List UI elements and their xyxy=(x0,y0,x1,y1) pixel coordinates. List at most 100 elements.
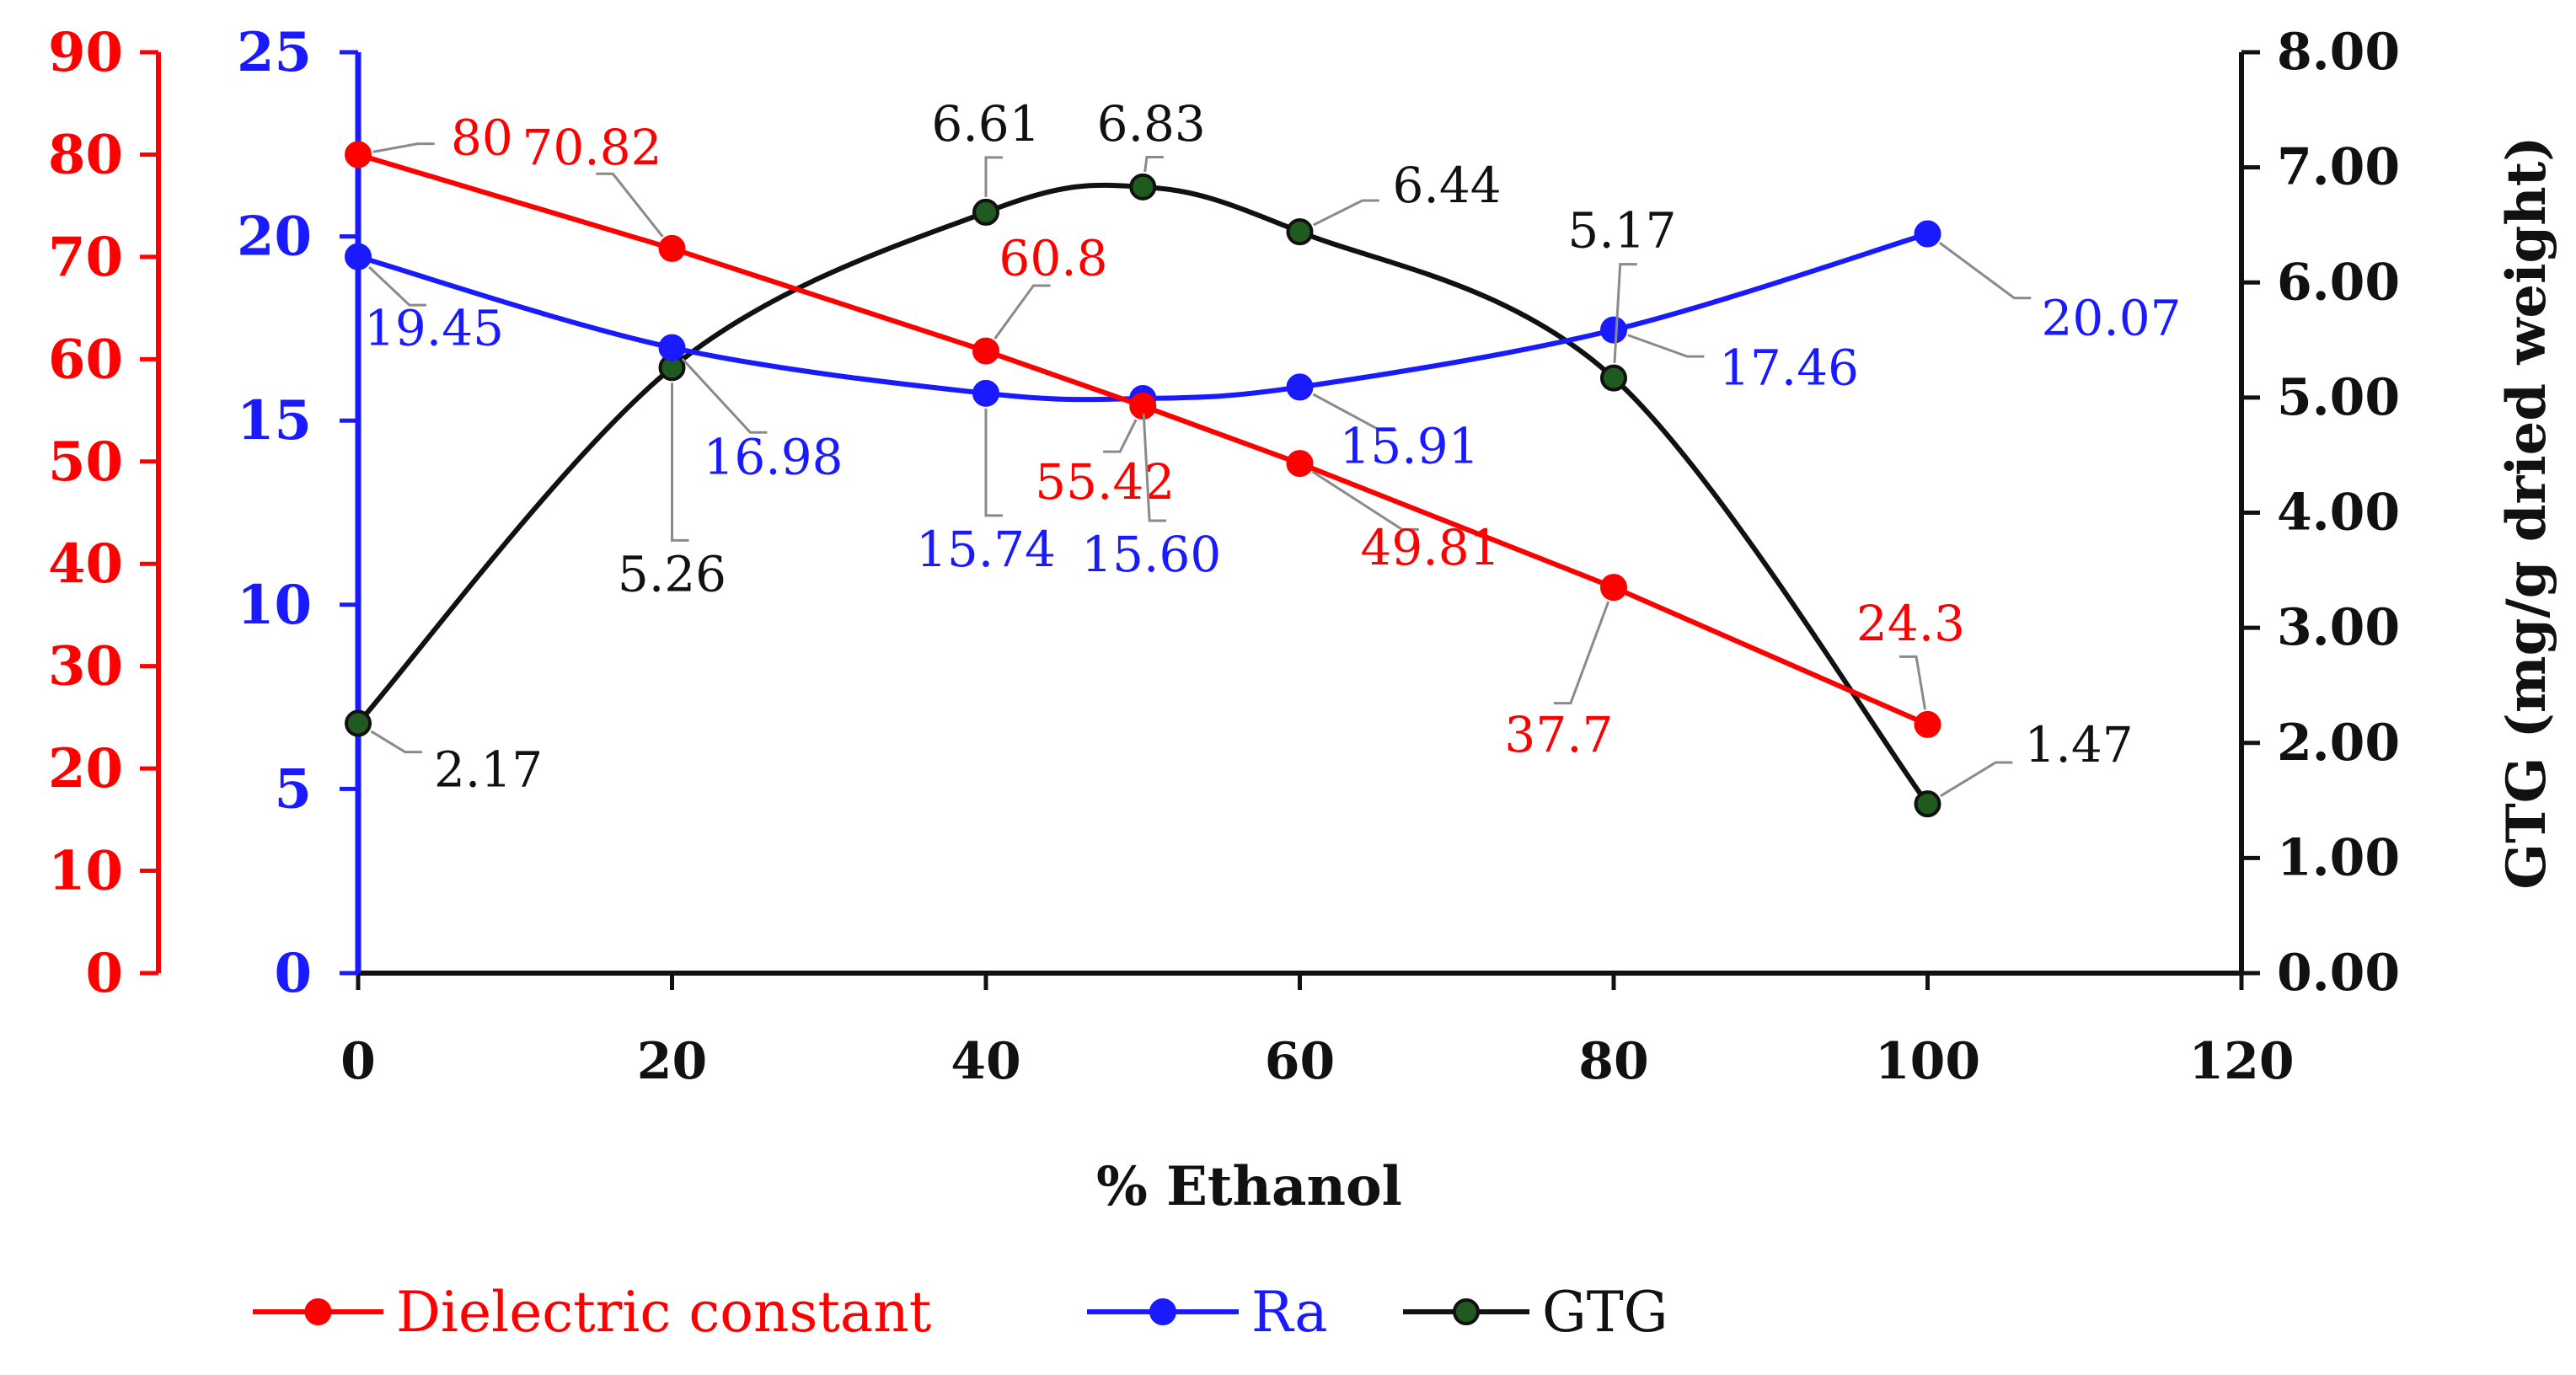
data-label-dielectric-constant: 60.8 xyxy=(999,230,1107,287)
data-label-gtg: 1.47 xyxy=(2025,716,2134,773)
left-outer-tick-label: 90 xyxy=(48,21,123,84)
series-point-gtg xyxy=(1600,364,1627,392)
right-tick-label: 8.00 xyxy=(2277,23,2400,82)
left-inner-tick-label: 20 xyxy=(237,206,312,269)
x-tick-label: 40 xyxy=(951,1032,1021,1091)
right-tick-label: 3.00 xyxy=(2277,598,2400,657)
series-line-ra xyxy=(357,231,1929,403)
legend-swatch-marker xyxy=(304,1298,332,1325)
data-label-ra: 15.91 xyxy=(1339,417,1479,474)
left-inner-tick-label: 15 xyxy=(237,389,312,452)
series-point-dielectric-constant xyxy=(1286,450,1314,478)
data-label-ra: 20.07 xyxy=(2042,290,2182,347)
series-point-ra xyxy=(1286,373,1314,401)
data-label-dielectric-constant: 80 xyxy=(451,109,513,166)
right-tick-label: 4.00 xyxy=(2277,484,2400,543)
legend-item-ra: Ra xyxy=(1087,1280,1328,1345)
data-label-leader xyxy=(984,408,1003,517)
data-label-leader xyxy=(984,156,1003,197)
data-label-gtg: 6.83 xyxy=(1097,95,1206,152)
legend-label: GTG xyxy=(1542,1280,1668,1345)
data-label-leader xyxy=(1143,156,1164,173)
left-inner-tick-label: 25 xyxy=(237,21,312,84)
data-label-leader xyxy=(368,265,426,307)
plot-area xyxy=(345,141,1941,818)
data-label-leader xyxy=(596,172,664,238)
data-label-leader xyxy=(1103,419,1138,453)
data-label-ra: 15.60 xyxy=(1081,526,1221,583)
data-label-ra: 19.45 xyxy=(364,300,504,357)
data-labels: 80 70.82 60.8 55.42 49.81 37.7 24.3 19.45 16.98 1… xyxy=(364,95,2182,799)
data-label-gtg: 6.61 xyxy=(931,95,1040,152)
x-tick-label: 20 xyxy=(637,1032,708,1091)
right-tick-label: 5.00 xyxy=(2277,368,2400,427)
series-point-gtg xyxy=(1286,218,1314,246)
left-inner-tick-label: 10 xyxy=(237,574,312,637)
series-point-dielectric-constant xyxy=(658,234,686,262)
data-label-leader xyxy=(1311,470,1419,531)
data-label-dielectric-constant: 70.82 xyxy=(522,119,661,176)
data-label-gtg: 2.17 xyxy=(434,741,543,799)
data-label-leader xyxy=(1142,413,1167,522)
data-label-leader xyxy=(1613,263,1637,363)
left-outer-tick-label: 30 xyxy=(48,635,123,698)
series-point-gtg xyxy=(1129,173,1157,201)
data-label-leader xyxy=(1899,655,1927,710)
legend-label: Ra xyxy=(1251,1280,1328,1345)
axes: 0 20 40 60 80 100 120% Ethanol0102030405060708… xyxy=(48,21,2558,1218)
left-outer-tick-label: 40 xyxy=(48,532,123,596)
x-axis-title: % Ethanol xyxy=(1096,1155,1402,1218)
series-point-ra xyxy=(1914,220,1941,248)
data-label-leader xyxy=(993,284,1051,340)
data-label-ra: 15.74 xyxy=(916,521,1056,578)
data-label-leader xyxy=(372,142,435,153)
data-label-leader xyxy=(1940,761,2013,798)
series-point-ra xyxy=(972,379,999,407)
series-point-dielectric-constant xyxy=(1600,574,1627,602)
series-point-ra xyxy=(658,334,686,361)
x-tick-label: 0 xyxy=(340,1032,376,1091)
data-label-leader xyxy=(370,730,422,754)
left-inner-tick-label: 0 xyxy=(274,942,312,1005)
data-label-leader xyxy=(681,357,768,434)
data-label-ra: 17.46 xyxy=(1719,340,1859,397)
right-tick-label: 1.00 xyxy=(2277,828,2400,887)
left-inner-tick-label: 5 xyxy=(274,757,312,821)
left-outer-tick-label: 10 xyxy=(48,840,123,903)
series-point-ra xyxy=(345,243,372,270)
data-label-leader xyxy=(1627,334,1705,358)
left-outer-tick-label: 20 xyxy=(48,737,123,800)
x-tick-label: 100 xyxy=(1875,1032,1980,1091)
x-tick-label: 80 xyxy=(1578,1032,1649,1091)
legend-item-gtg: GTG xyxy=(1403,1280,1668,1345)
right-tick-label: 6.00 xyxy=(2277,253,2400,312)
left-outer-tick-label: 70 xyxy=(48,226,123,289)
data-label-dielectric-constant: 37.7 xyxy=(1504,706,1613,763)
right-tick-label: 2.00 xyxy=(2277,714,2400,773)
right-tick-label: 7.00 xyxy=(2277,138,2400,197)
right-axis-title: GTG (mg/g dried weight) xyxy=(2495,136,2558,889)
x-tick-label: 120 xyxy=(2188,1032,2294,1091)
data-label-dielectric-constant: 49.81 xyxy=(1360,519,1500,576)
series-point-gtg xyxy=(345,709,372,737)
left-outer-tick-label: 50 xyxy=(48,431,123,494)
data-label-ra: 16.98 xyxy=(703,429,843,486)
x-tick-label: 60 xyxy=(1265,1032,1336,1091)
series-point-dielectric-constant xyxy=(345,141,372,169)
data-label-leader xyxy=(1312,199,1379,227)
data-label-dielectric-constant: 55.42 xyxy=(1035,453,1175,511)
series-point-dielectric-constant xyxy=(972,337,999,365)
data-label-gtg: 5.26 xyxy=(618,545,726,602)
legend-label: Dielectric constant xyxy=(396,1280,931,1345)
left-outer-tick-label: 0 xyxy=(85,942,123,1005)
data-label-gtg: 5.17 xyxy=(1567,202,1676,259)
series-point-dielectric-constant xyxy=(1914,710,1941,738)
data-label-gtg: 6.44 xyxy=(1393,157,1502,214)
data-label-leader xyxy=(1312,393,1397,431)
legend-item-dielectric-constant: Dielectric constant xyxy=(253,1280,931,1345)
data-label-dielectric-constant: 24.3 xyxy=(1856,595,1965,652)
data-label-leader xyxy=(1553,601,1610,705)
series-point-ra xyxy=(1600,316,1627,344)
left-outer-tick-label: 60 xyxy=(48,328,123,391)
left-outer-tick-label: 80 xyxy=(48,123,123,186)
